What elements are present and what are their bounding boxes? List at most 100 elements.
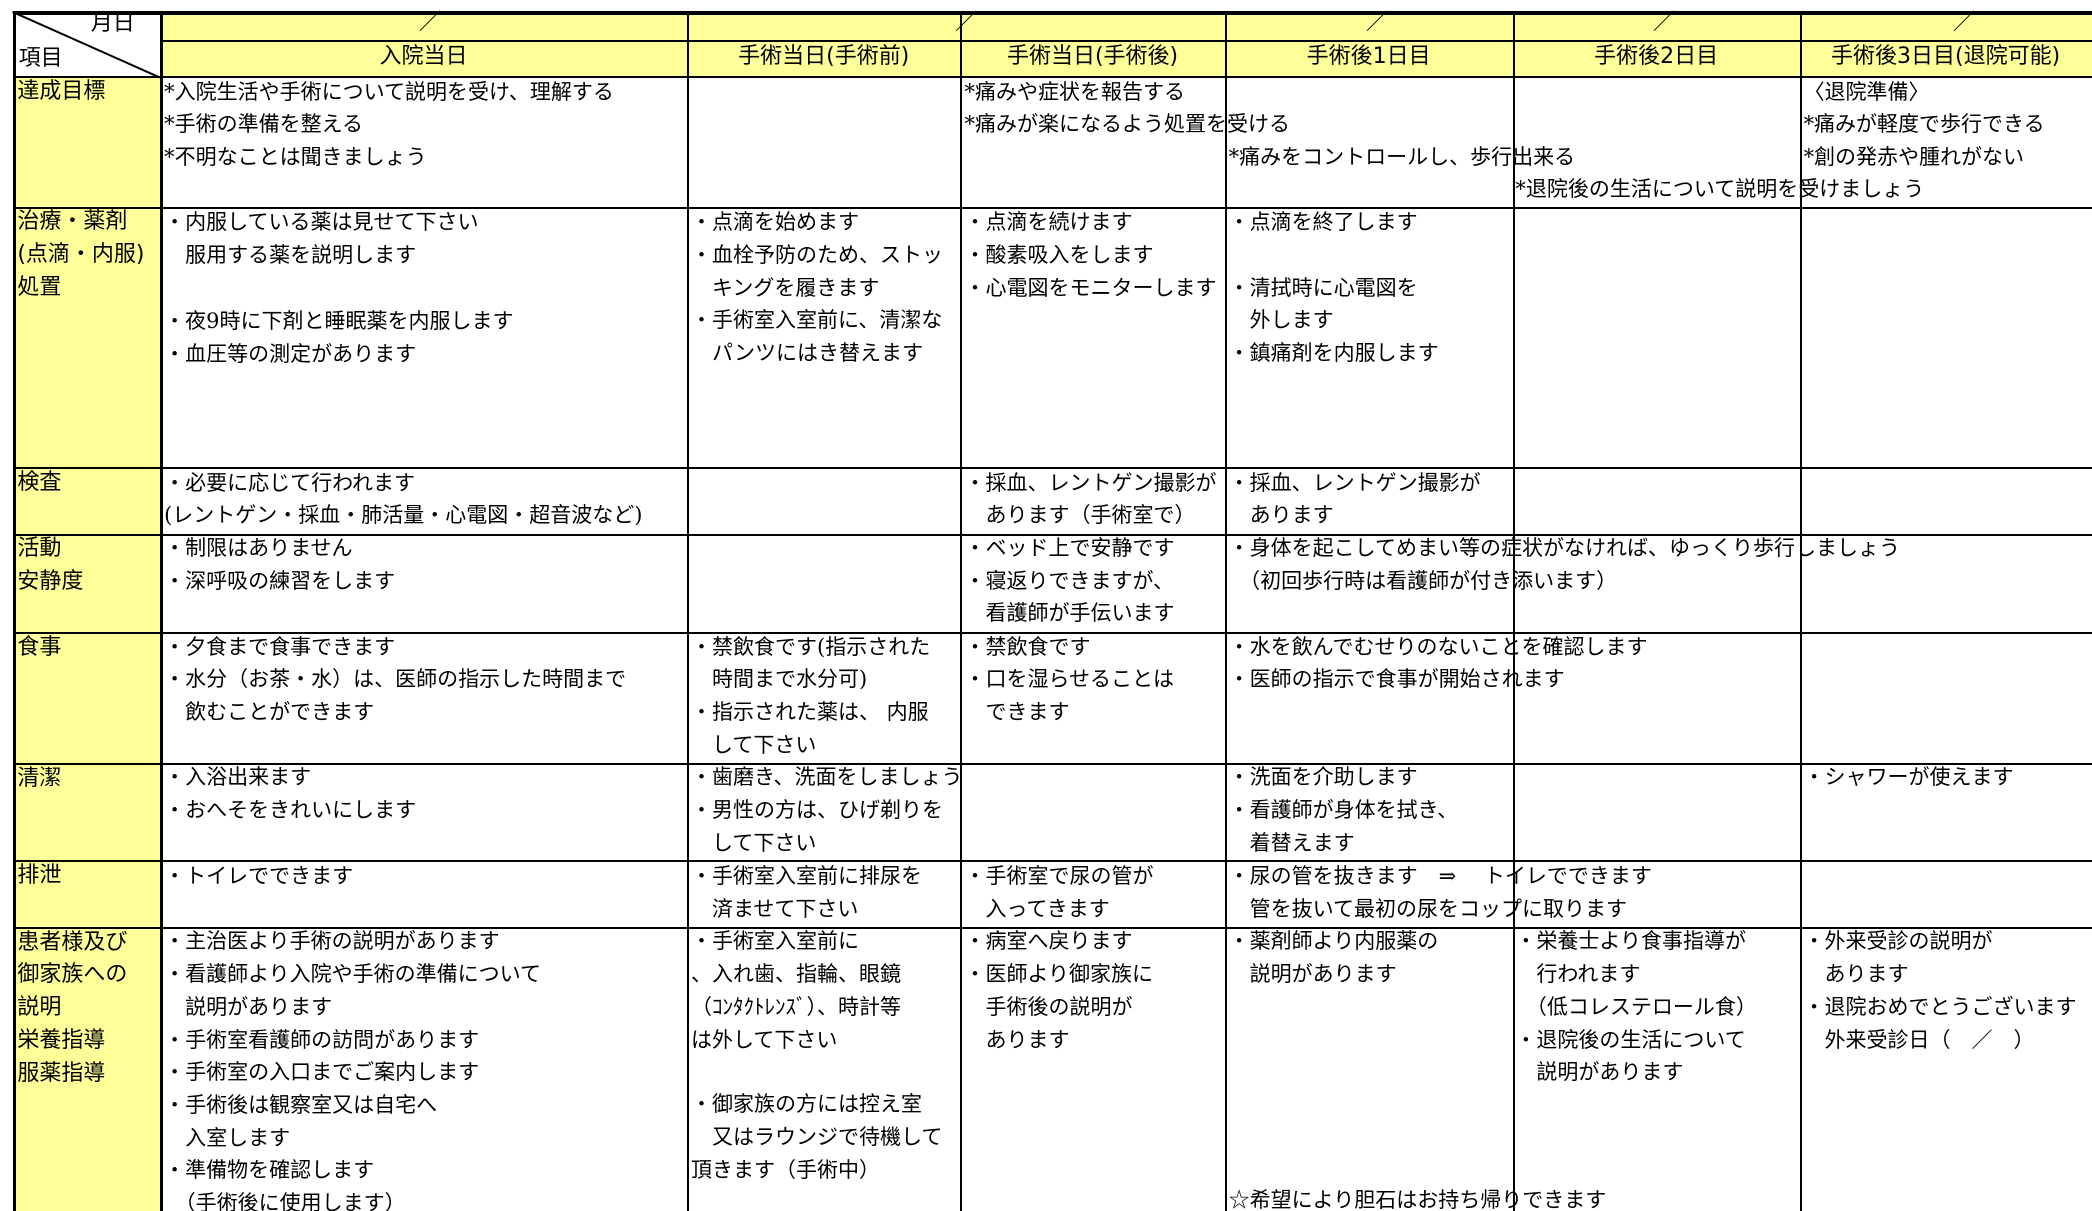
cell-text: ・御家族の方には控え室	[691, 1092, 922, 1117]
cell-text: （初回歩行時は看護師が付き添います）	[1228, 568, 1618, 593]
h-line	[13, 763, 2092, 766]
row-label: 排泄	[17, 863, 62, 889]
cell-text: ・尿の管を抜きます ⇒ トイレでできます	[1228, 864, 1652, 889]
cell-text: ・入浴出来ます	[164, 765, 312, 790]
label-cell	[13, 632, 161, 764]
column-header: 手術当日(手術後)	[1006, 44, 1179, 70]
cell-text: ・点滴を続けます	[964, 210, 1133, 235]
v-line	[1512, 10, 1515, 1211]
cell-text: ・指示された薬は、 内服	[691, 700, 929, 724]
cell-text: 看護師が手伝います	[964, 601, 1175, 626]
cell-text: あります	[1803, 962, 1909, 987]
cell-text: ・医師より御家族に	[964, 962, 1154, 987]
cell-text: 服用する薬を説明します	[164, 243, 417, 268]
cell-text: （低コレステロール食）	[1515, 994, 1757, 1019]
h-line	[13, 206, 2092, 209]
row-label: 活動	[17, 536, 62, 562]
cell-text: ・内服している薬は見せて下さい	[164, 210, 479, 235]
cell-text: ・夕食まで食事できます	[164, 634, 396, 659]
cell-text: ・手術室で尿の管が	[964, 864, 1154, 889]
row-label: 処置	[17, 274, 62, 300]
cell-text: *痛みが軽度で歩行できる	[1803, 112, 2045, 137]
v-line	[960, 10, 963, 1211]
cell-text: 行われます	[1515, 962, 1641, 987]
cell-text: ・ベッド上で安静です	[964, 535, 1175, 560]
cell-text: （手術後に使用します）	[164, 1190, 406, 1211]
h-line	[160, 40, 2092, 43]
cell-text: 外します	[1228, 308, 1334, 333]
cell-text: ・退院おめでとうございます	[1803, 994, 2077, 1019]
cell-text: ・薬剤師より内服薬の	[1228, 929, 1439, 954]
cell-text: ・看護師が身体を拭き、	[1228, 798, 1459, 823]
cell-text: 済ませて下さい	[691, 896, 859, 921]
cell-text: 説明があります	[1515, 1060, 1684, 1085]
cell-text: あります	[964, 1027, 1070, 1052]
cell-text: ・シャワーが使えます	[1803, 765, 2014, 790]
cell-text: ・制限はありません	[164, 535, 353, 560]
cell-text: *退院後の生活について説明を受けましょう	[1515, 177, 1925, 202]
column-header: 手術当日(手術前)	[738, 44, 910, 70]
cell-text: *痛みや症状を報告する	[964, 79, 1185, 104]
cell-text: 頂きます（手術中）	[691, 1157, 880, 1182]
v-line	[1799, 10, 1802, 1211]
cell-text: 説明があります	[164, 994, 333, 1019]
cell-text: ・トイレでできます	[164, 864, 354, 889]
cell-text: ・夜9時に下剤と睡眠薬を内服します	[164, 309, 514, 334]
label-cell	[13, 927, 161, 1211]
cell-text: 入ってきます	[964, 896, 1110, 921]
cell-text: ・鎮痛剤を内服します	[1228, 341, 1439, 366]
cell-text: ・必要に応じて行われます	[164, 470, 416, 495]
label-cell	[13, 76, 161, 207]
row-label: 食事	[17, 634, 62, 660]
h-line	[13, 927, 2092, 930]
row-label: 達成目標	[17, 78, 106, 104]
column-header: 手術後2日目	[1594, 44, 1719, 70]
row-label: 清潔	[17, 765, 62, 791]
v-line	[1224, 10, 1227, 1211]
cell-text: ・心電図をモニターします	[964, 275, 1217, 300]
h-line	[13, 466, 2092, 469]
cell-text: ・手術室入室前に	[691, 929, 859, 954]
cell-text: パンツにはき替えます	[691, 341, 924, 366]
cell-text: ・男性の方は、ひげ剃りを	[691, 798, 943, 823]
cell-text: ・血圧等の測定があります	[164, 341, 417, 366]
cell-text: ・歯磨き、洗面をしましょう	[691, 765, 963, 790]
label-cell	[13, 466, 161, 534]
cell-text: ・寝返りできますが、	[964, 568, 1175, 593]
date-slash: ／	[1952, 9, 1975, 35]
cell-text: ☆希望により胆石はお持ち帰りできます	[1228, 1188, 1607, 1211]
cell-text: ・血栓予防のため、ストッ	[691, 243, 943, 268]
label-cell	[13, 860, 161, 928]
cell-text: ・点滴を終了します	[1228, 210, 1418, 235]
corner-top: 月日	[90, 11, 135, 36]
cell-text: ・病室へ戻ります	[964, 929, 1133, 954]
v-line	[13, 10, 17, 1211]
cell-text: は外して下さい	[691, 1027, 838, 1052]
cell-text: あります（手術室で）	[964, 503, 1196, 528]
cell-text: ・準備物を確認します	[164, 1158, 375, 1183]
cell-text: ・手術室の入口までご案内します	[164, 1060, 480, 1085]
cell-text: ・口を湿らせることは	[964, 667, 1175, 692]
row-label: 服薬指導	[17, 1060, 106, 1086]
cell-text: ・採血、レントゲン撮影が	[964, 470, 1217, 495]
date-slash: ／	[1652, 9, 1675, 35]
label-cell	[13, 206, 161, 467]
corner-bottom: 項目	[18, 45, 63, 71]
cell-text: 時間まで水分可)	[691, 667, 868, 692]
h-line	[13, 632, 2092, 635]
cell-text: *創の発赤や腫れがない	[1803, 145, 2025, 170]
cell-text: 〈退院準備〉	[1803, 79, 1930, 104]
cell-text: 飲むことができます	[164, 700, 375, 724]
cell-text: ・水を飲んでむせりのないことを確認します	[1228, 634, 1648, 659]
cell-text: ・洗面を介助します	[1228, 765, 1418, 790]
cell-text: ・水分（お茶・水）は、医師の指示した時間まで	[164, 667, 627, 692]
h-line	[13, 76, 2092, 79]
column-header: 入院当日	[379, 44, 468, 70]
cell-text: できます	[964, 700, 1070, 724]
h-line	[13, 860, 2092, 863]
cell-text: キングを履きます	[691, 275, 880, 300]
cell-text: 外来受診日（ ／ ）	[1803, 1027, 2035, 1052]
cell-text: ・看護師より入院や手術の準備について	[164, 962, 542, 987]
cell-text: ・おへそをきれいにします	[164, 798, 417, 823]
